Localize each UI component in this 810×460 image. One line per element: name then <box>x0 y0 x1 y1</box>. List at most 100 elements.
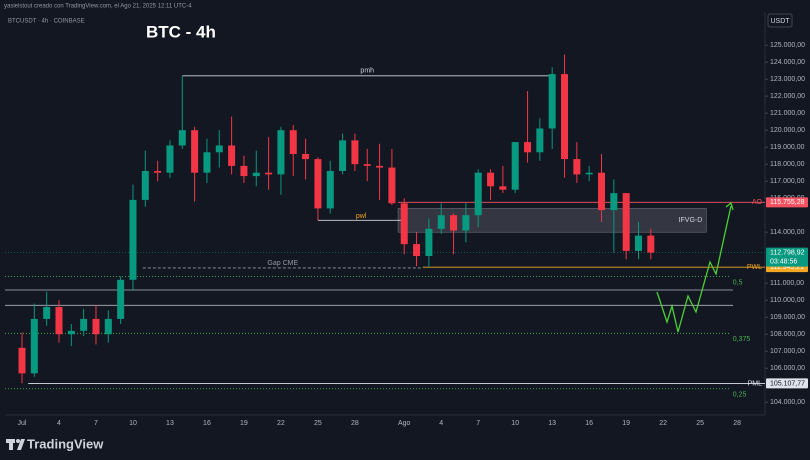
candle-body <box>67 330 75 335</box>
axis-layer: 104.000,00 106.000,00 107.000,00 108.000,00… <box>18 42 808 427</box>
candle-body <box>154 170 162 173</box>
x-tick-label: 22 <box>659 420 667 427</box>
price-tag-label: 115.755,28 <box>770 199 805 206</box>
x-tick-label: 7 <box>94 420 98 427</box>
price-tag-label: 105.107,77 <box>770 380 805 387</box>
x-tick-label: 25 <box>696 420 704 427</box>
candle-body <box>141 170 149 200</box>
chart-title: BTC - 4h <box>146 22 216 41</box>
projection-path <box>656 205 732 333</box>
y-tick-label: 122.000,00 <box>770 93 805 100</box>
x-tick-label: 13 <box>548 420 556 427</box>
x-tick-label: 25 <box>314 420 322 427</box>
candle-body <box>215 145 223 153</box>
x-tick-label: Ago <box>398 420 411 427</box>
candle-body <box>166 145 174 173</box>
level-label: PML <box>748 380 763 387</box>
candle-body <box>265 172 273 175</box>
candle-body <box>561 74 569 160</box>
candle-body <box>104 318 112 335</box>
x-tick-label: 4 <box>57 420 61 427</box>
candle-body <box>228 145 236 166</box>
candle-body <box>388 167 396 204</box>
y-tick-label: 114.000,00 <box>770 229 805 236</box>
candle-body <box>450 215 458 231</box>
x-tick-label: 16 <box>585 420 593 427</box>
candle-body <box>30 318 38 374</box>
currency-box[interactable] <box>767 13 793 28</box>
x-tick-label: 7 <box>476 420 480 427</box>
currency[interactable]: USDT <box>770 18 790 25</box>
y-tick-label: 110.000,00 <box>770 297 805 304</box>
zone-label: IFVG-D <box>679 217 703 224</box>
x-tick-label: 10 <box>129 420 137 427</box>
candle-body <box>462 215 470 231</box>
candle-body <box>43 307 51 319</box>
candle-body <box>277 130 285 175</box>
candle-body <box>536 128 544 153</box>
candle-body <box>326 170 334 209</box>
candle-body <box>92 318 100 335</box>
logo-part <box>16 439 20 443</box>
logo-part <box>9 443 13 450</box>
candle-body <box>635 235 642 251</box>
candle-body <box>376 165 384 168</box>
projection-arrowhead <box>725 201 734 211</box>
candle-body <box>437 215 445 229</box>
candle-body <box>425 228 433 257</box>
candle-body <box>511 142 519 190</box>
candle-body <box>314 159 322 209</box>
symbol: BTCUSDT · 4h · COINBASE <box>8 19 85 25</box>
price-tag <box>766 197 808 208</box>
level-label: Gap CME <box>267 260 298 267</box>
y-tick-label: 118.000,00 <box>770 161 805 168</box>
y-tick-label: 119.000,00 <box>770 144 805 151</box>
x-tick-label: 19 <box>240 420 248 427</box>
last-price-label: 112.798,92 <box>770 249 805 256</box>
candle-body <box>339 140 347 171</box>
candle-body <box>191 130 199 173</box>
level-label: PWL <box>747 264 762 271</box>
y-tick-label: 117.000,00 <box>770 178 805 185</box>
countdown: 03:48:56 <box>770 258 797 265</box>
x-tick-label: 19 <box>622 420 630 427</box>
level-label: pmh <box>360 68 374 75</box>
candle-body <box>573 159 581 175</box>
x-tick-label: 4 <box>439 420 443 427</box>
level-label: 0,375 <box>733 336 751 343</box>
y-tick-label: 104.000,00 <box>770 399 805 406</box>
candle-body <box>55 307 63 335</box>
level-label: 0,25 <box>733 391 747 398</box>
candle-body <box>548 74 556 129</box>
candle-body <box>289 130 297 154</box>
y-tick-label: 111.000,00 <box>770 280 804 287</box>
candle-body <box>18 347 26 374</box>
x-tick-label: 16 <box>203 420 211 427</box>
candle-body <box>598 172 606 211</box>
x-tick-label: 28 <box>351 420 359 427</box>
y-tick-label: 108.000,00 <box>770 331 805 338</box>
y-tick-label: 124.000,00 <box>770 59 805 66</box>
x-tick-label: 28 <box>733 420 741 427</box>
candle-body <box>610 193 618 211</box>
brand: TradingView <box>27 436 104 451</box>
level-label: pwl <box>356 213 367 220</box>
candle-body <box>499 186 507 190</box>
y-tick-label: 107.000,00 <box>770 348 805 355</box>
candle-body <box>474 172 482 216</box>
candle-body <box>178 130 186 146</box>
credit: yasielstout creado con TradingView.com, … <box>4 4 192 10</box>
candle-body <box>240 165 248 177</box>
candle-body <box>302 153 310 160</box>
y-tick-label: 109.000,00 <box>770 314 805 321</box>
candle-body <box>363 164 371 166</box>
y-tick-label: 121.000,00 <box>770 110 805 117</box>
candle-body <box>413 244 421 257</box>
price-tag-label: 111.945,21 <box>770 264 804 271</box>
brand-logo <box>6 439 25 450</box>
level-label: 0,5 <box>733 279 743 286</box>
level-label: AO <box>752 199 763 206</box>
candles-layer <box>18 54 655 384</box>
candle-body <box>487 172 495 187</box>
